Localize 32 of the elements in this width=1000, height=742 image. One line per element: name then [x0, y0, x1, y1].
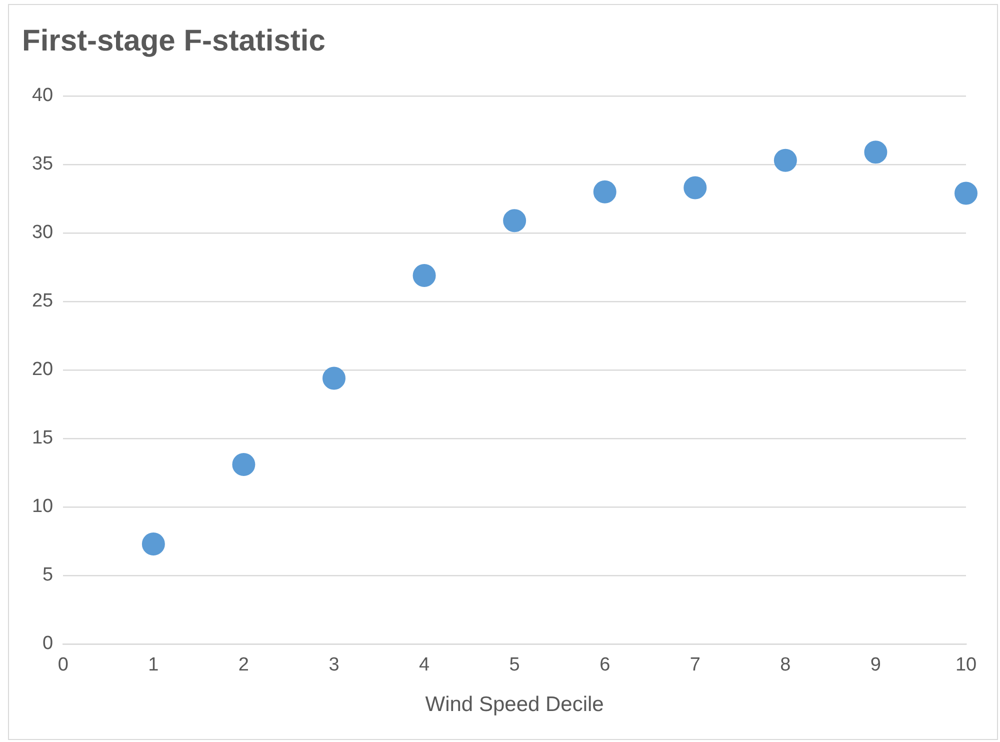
x-tick-label: 1: [148, 654, 159, 676]
y-tick-label: 30: [32, 222, 54, 244]
point: [232, 453, 256, 476]
x-tick-label: 9: [870, 654, 881, 676]
point: [412, 264, 436, 287]
x-tick-label: 4: [418, 654, 430, 676]
x-tick-label: 5: [509, 654, 520, 676]
point: [593, 180, 616, 204]
point: [503, 209, 526, 232]
x-tick-label: 8: [780, 654, 791, 676]
y-tick-label: 10: [32, 496, 54, 518]
x-tick-label: 3: [328, 654, 340, 676]
x-tick-label: 0: [58, 654, 68, 676]
x-axis-title: Wind Speed Decile: [425, 693, 604, 716]
point: [142, 532, 165, 556]
x-tick-label: 7: [690, 654, 700, 676]
point: [954, 182, 978, 205]
x-tick-label: 10: [955, 654, 977, 676]
point: [684, 176, 707, 200]
y-tick-label: 0: [42, 633, 54, 654]
y-tick-label: 40: [32, 85, 54, 106]
y-tick-label: 20: [32, 359, 54, 380]
x-tick-label: 6: [600, 654, 610, 676]
y-tick-label: 15: [32, 428, 54, 449]
point: [864, 140, 888, 164]
y-tick-label: 5: [42, 564, 54, 586]
y-tick-label: 35: [32, 154, 54, 175]
chart-title: First-stage F-statistic: [22, 24, 326, 58]
point: [322, 366, 346, 390]
point: [774, 148, 797, 172]
x-tick-label: 2: [238, 654, 249, 676]
y-tick-label: 25: [32, 290, 54, 312]
